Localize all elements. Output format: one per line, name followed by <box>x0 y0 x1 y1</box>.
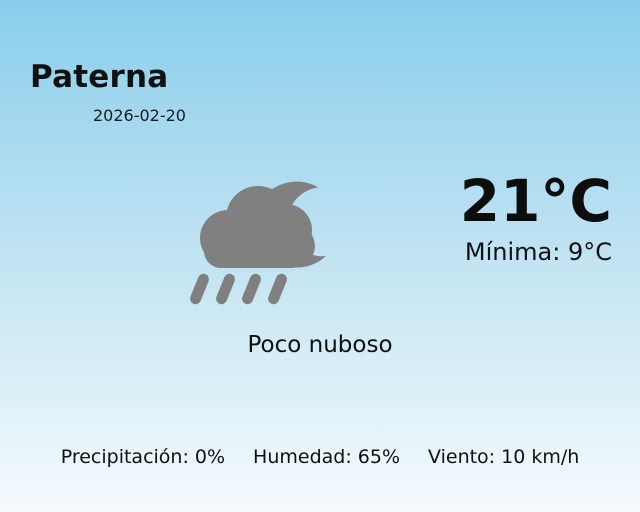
temperature-block: 21°C Mínima: 9°C <box>459 167 612 267</box>
humidity-stat: Humedad: 65% <box>253 446 401 468</box>
minimum-temperature: Mínima: 9°C <box>464 238 612 267</box>
weather-condition-label: Poco nuboso <box>247 332 393 358</box>
cloud-moon-rain-icon <box>182 160 352 310</box>
forecast-date: 2026-02-20 <box>93 106 186 125</box>
page-title: Paterna <box>30 59 169 95</box>
current-temperature: 21°C <box>459 167 612 235</box>
wind-stat: Viento: 10 km/h <box>428 446 580 468</box>
weather-stats-row: Precipitación: 0% Humedad: 65% Viento: 1… <box>0 447 640 468</box>
precipitation-stat: Precipitación: 0% <box>60 446 226 468</box>
